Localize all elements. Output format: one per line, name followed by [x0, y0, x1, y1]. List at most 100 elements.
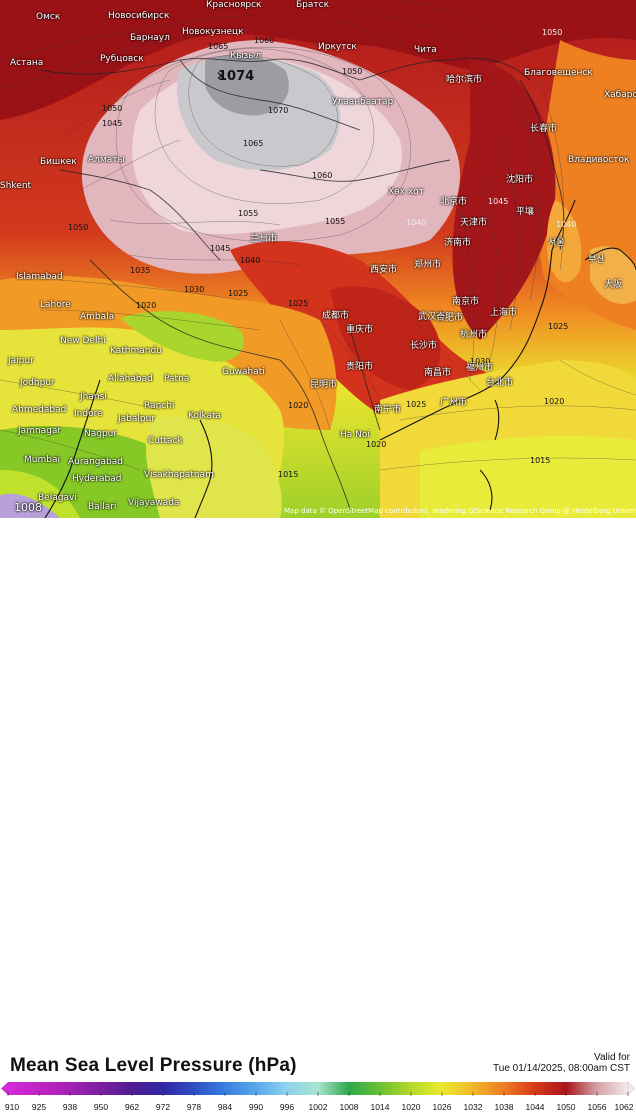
city-label: Ballari: [88, 502, 117, 512]
city-label: Иркутск: [318, 42, 357, 52]
city-label: Омск: [36, 12, 61, 22]
valid-for-label: Valid for: [594, 1052, 630, 1063]
city-label: Владивосток: [568, 155, 630, 165]
city-label: Ha Noi: [340, 430, 370, 440]
pressure-center-label: 1074: [218, 69, 255, 84]
isobar-label: 1035: [130, 266, 151, 275]
city-label: 哈尔滨市: [446, 75, 483, 85]
color-scale-bar: [1, 1081, 636, 1096]
city-label: 杭州市: [460, 330, 488, 340]
city-label: Kolkata: [188, 411, 222, 421]
city-label: Хөх хот: [388, 187, 424, 197]
isobar-label: 1030: [184, 285, 205, 294]
isobar-label: 1015: [530, 456, 551, 465]
scale-tick-label: 1008: [339, 1102, 359, 1112]
legend-panel: Mean Sea Level Pressure (hPa) Valid for …: [0, 518, 636, 1112]
city-label: Астана: [10, 58, 44, 68]
high-center-marker: ✕: [216, 69, 226, 83]
city-label: 武汉市: [418, 312, 446, 322]
city-label: Братск: [296, 0, 330, 10]
scale-tick-label: 984: [217, 1102, 233, 1112]
svg-text:✕: ✕: [216, 69, 226, 83]
city-label: Новосибирск: [108, 11, 170, 21]
city-label: Mumbai: [24, 455, 60, 465]
map-attribution: Map data © OpenStreetMap contributors, r…: [284, 507, 636, 515]
city-label: 平壤: [516, 207, 535, 217]
scale-tick-label: 1062: [614, 1102, 634, 1112]
isobar-label: 1070: [268, 106, 289, 115]
city-label: Улаанбаатар: [332, 97, 394, 107]
city-label: Hyderabad: [72, 474, 122, 484]
isobar-label: 1050: [102, 104, 123, 113]
isobar-label: 1045: [488, 197, 509, 206]
legend-title: Mean Sea Level Pressure (hPa): [10, 1055, 297, 1076]
city-label: 南昌市: [424, 368, 452, 378]
isobar-label: 1020: [366, 440, 387, 449]
isobar-label: 1060: [312, 171, 333, 180]
scale-tick-label: 1026: [432, 1102, 452, 1112]
pressure-map[interactable]: ✕ 1074 1065 1060 1050 1070 1050 1045 106…: [0, 0, 636, 518]
isobar-label: 1045: [102, 119, 123, 128]
isobar-label: 1020: [544, 397, 565, 406]
city-label: 南京市: [452, 297, 480, 307]
city-label: Belagavi: [38, 493, 77, 503]
isobar-label: 1020: [136, 301, 157, 310]
city-label: 昆明市: [310, 380, 338, 390]
city-label: Jodhpur: [20, 378, 55, 388]
isobar-label: 1040: [240, 256, 261, 265]
scale-arrow-right: [627, 1081, 636, 1096]
city-label: 兰州市: [250, 234, 278, 244]
isobar-label: 1040: [556, 220, 577, 229]
city-label: Islamabad: [16, 272, 63, 282]
scale-tick-label: 938: [62, 1102, 78, 1112]
city-label: Новокузнецк: [182, 27, 244, 37]
isobar-label: 1065: [243, 139, 264, 148]
city-label: Visakhapatnam: [144, 470, 214, 480]
scale-tick-label: 1020: [401, 1102, 421, 1112]
scale-tick-label: 1014: [370, 1102, 390, 1112]
city-label: 沈阳市: [506, 175, 534, 185]
city-label: Рубцовск: [100, 54, 144, 64]
city-label: Vijayawada: [128, 498, 180, 508]
city-label: Хабаровск: [604, 90, 636, 100]
isobar-label: 1055: [238, 209, 259, 218]
city-label: 西安市: [370, 265, 398, 275]
valid-time: Tue 01/14/2025, 08:00am CST: [493, 1063, 630, 1074]
city-label: Чита: [414, 45, 437, 55]
city-label: 南宁市: [374, 405, 402, 415]
scale-tick-label: 950: [93, 1102, 109, 1112]
isobar-label: 1060: [254, 36, 275, 45]
city-label: Ahmedabad: [12, 405, 67, 415]
scale-tick-label: 996: [279, 1102, 295, 1112]
city-label: Барнаул: [130, 33, 170, 43]
isobar-label: 1030: [470, 357, 491, 366]
city-label: Nagpur: [84, 429, 118, 439]
isobar-label: 1025: [406, 400, 427, 409]
city-label: Jabalpur: [118, 414, 156, 424]
city-label: Lahore: [40, 300, 71, 310]
isobar-label: 1025: [288, 299, 309, 308]
city-label: 重庆市: [346, 325, 374, 335]
city-label: Jhansi: [80, 392, 107, 402]
city-label: Алматы: [88, 155, 125, 165]
city-label: 成都市: [322, 311, 350, 321]
city-label: 台北市: [486, 378, 514, 388]
isobar-label: 1025: [548, 322, 569, 331]
isobar-label: 1020: [288, 401, 309, 410]
city-label: 合肥市: [436, 313, 464, 323]
city-label: 부산: [588, 255, 605, 265]
city-label: Cuttack: [148, 436, 183, 446]
city-label: 郑州市: [414, 260, 442, 270]
city-label: 长春市: [530, 124, 558, 134]
city-label: Patna: [164, 374, 190, 384]
city-label: New Delhi: [60, 336, 106, 346]
city-label: Shkent: [0, 181, 32, 191]
city-label: 上海市: [490, 308, 518, 318]
scale-tick-label: 1044: [525, 1102, 545, 1112]
city-label: Aurangabad: [68, 457, 123, 467]
isobar-label: 1065: [208, 42, 229, 51]
color-scale-labels: 910 925 938 950 962 972 978 984 990 996 1002 1008 10…: [0, 1102, 636, 1116]
isobar-label: 1040: [406, 218, 427, 227]
isobar-label: 1045: [210, 244, 231, 253]
scale-tick-label: 962: [124, 1102, 140, 1112]
